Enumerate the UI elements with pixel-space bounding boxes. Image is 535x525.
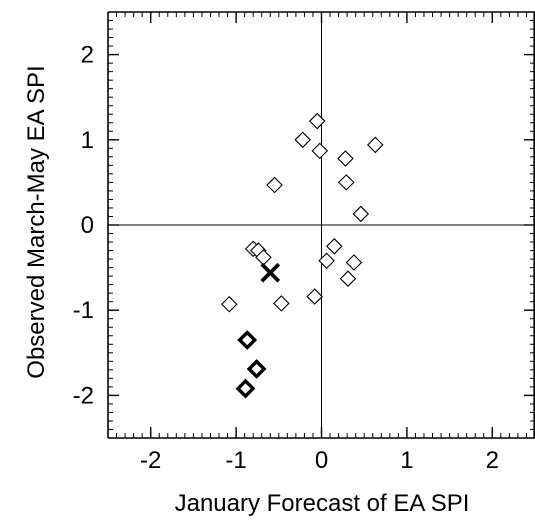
y-tick-label: -1 <box>73 297 94 324</box>
diamond-point <box>306 288 323 305</box>
diamond-point <box>337 174 355 191</box>
x-axis-title: January Forecast of EA SPI <box>175 490 470 517</box>
diamond-point <box>294 131 311 149</box>
zero-lines <box>108 12 535 438</box>
diamond-point <box>311 142 329 160</box>
bold-diamond-point <box>237 330 258 350</box>
x-cross-stroke <box>260 262 281 283</box>
diamond-point <box>345 254 363 271</box>
y-tick-label: 1 <box>81 127 94 154</box>
y-tick-label: 0 <box>81 212 94 239</box>
x-tick-label: -2 <box>140 447 161 474</box>
diamond-point <box>308 112 326 130</box>
diamond-point <box>352 205 370 223</box>
diamond-point <box>326 238 343 255</box>
bold-diamond-point <box>246 359 267 379</box>
x-cross-point <box>260 262 281 283</box>
x-tick-label: -1 <box>225 447 246 474</box>
bold-diamond-point <box>235 378 256 399</box>
x-tick-label: 0 <box>315 447 328 474</box>
diamond-point <box>266 176 283 194</box>
diamond-point <box>367 136 384 154</box>
data-points <box>220 112 384 399</box>
major-ticks <box>108 12 535 438</box>
plot-frame <box>107 11 535 439</box>
x-tick-label: 1 <box>400 447 413 474</box>
tick-labels: -2 -1 0 1 2 -2 -1 0 1 2 <box>73 42 499 474</box>
y-axis-title: Observed March-May EA SPI <box>23 65 50 378</box>
y-tick-label: 2 <box>81 42 94 69</box>
diamond-point <box>273 295 290 312</box>
diamond-point <box>339 270 357 287</box>
y-tick-label: -2 <box>73 382 94 409</box>
x-tick-label: 2 <box>486 447 499 474</box>
diamond-point <box>337 150 354 167</box>
diamond-point <box>318 252 335 270</box>
diamond-point <box>220 295 238 313</box>
